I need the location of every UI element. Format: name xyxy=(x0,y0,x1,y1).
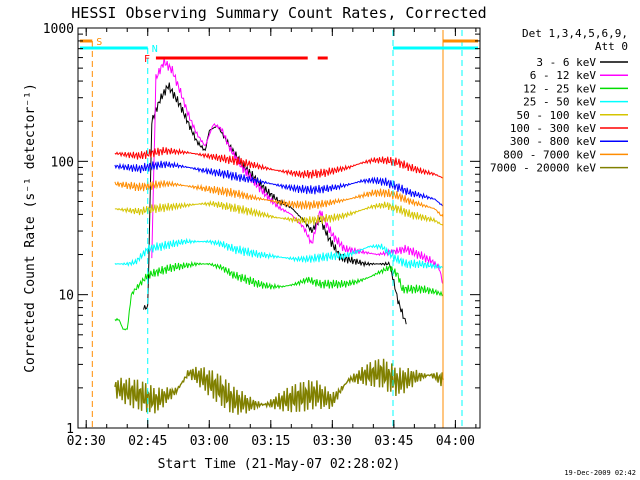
legend-label: 50 - 100 keV xyxy=(517,109,597,122)
legend-label: 300 - 800 keV xyxy=(510,135,596,148)
y-tick-label: 1000 xyxy=(43,22,74,37)
x-tick-label: 03:30 xyxy=(313,434,352,449)
series-line-6 xyxy=(114,146,444,179)
series-line-7 xyxy=(114,160,444,207)
y-axis: 1 10 100 1000 xyxy=(43,22,480,437)
legend-header-line-1: Det 1,3,4,5,6,9, xyxy=(522,27,628,40)
x-tick-label: 02:30 xyxy=(67,434,106,449)
x-tick-label: 04:00 xyxy=(436,434,475,449)
legend-label: 100 - 300 keV xyxy=(510,122,596,135)
annotation-layer: S NF xyxy=(80,30,478,428)
legend-label: 7000 - 20000 keV xyxy=(490,162,596,175)
series-layer xyxy=(114,57,444,415)
legend-label: 800 - 7000 keV xyxy=(503,148,596,161)
chart-title: HESSI Observing Summary Count Rates, Cor… xyxy=(71,4,486,22)
y-tick-label: 10 xyxy=(58,289,74,304)
legend-label: 3 - 6 keV xyxy=(536,56,596,69)
legend-label: 25 - 50 keV xyxy=(523,96,596,109)
y-axis-label: Corrected Count Rate (s⁻¹ detector⁻¹) xyxy=(23,83,38,373)
y-tick-label: 1 xyxy=(66,422,74,437)
series-line-1 xyxy=(143,82,407,325)
x-tick-label: 02:45 xyxy=(128,434,167,449)
series-line-2 xyxy=(151,57,444,285)
x-tick-label: 03:15 xyxy=(251,434,290,449)
y-tick-label: 100 xyxy=(51,155,74,170)
annotation-label-f: F xyxy=(144,54,150,65)
x-tick-label: 03:45 xyxy=(374,434,413,449)
legend-header-line-2: Att 0 xyxy=(595,40,628,53)
legend-label: 6 - 12 keV xyxy=(530,69,597,82)
x-tick-label: 03:00 xyxy=(190,434,229,449)
annotation-label-s: S xyxy=(96,37,102,48)
series-line-5 xyxy=(114,200,444,226)
series-line-9 xyxy=(114,358,444,415)
series-line-3 xyxy=(114,260,444,331)
x-axis: 02:30 02:45 03:00 03:15 03:30 03:45 04:00 xyxy=(67,28,477,449)
annotation-label-n: N xyxy=(152,44,158,55)
series-line-4 xyxy=(114,237,444,270)
plot-frame xyxy=(77,27,481,429)
x-axis-label: Start Time (21-May-07 02:28:02) xyxy=(158,457,401,472)
series-line-8 xyxy=(114,179,444,218)
footer-date: 19-Dec-2009 02:42 xyxy=(564,469,636,477)
legend-label: 12 - 25 keV xyxy=(523,82,596,95)
